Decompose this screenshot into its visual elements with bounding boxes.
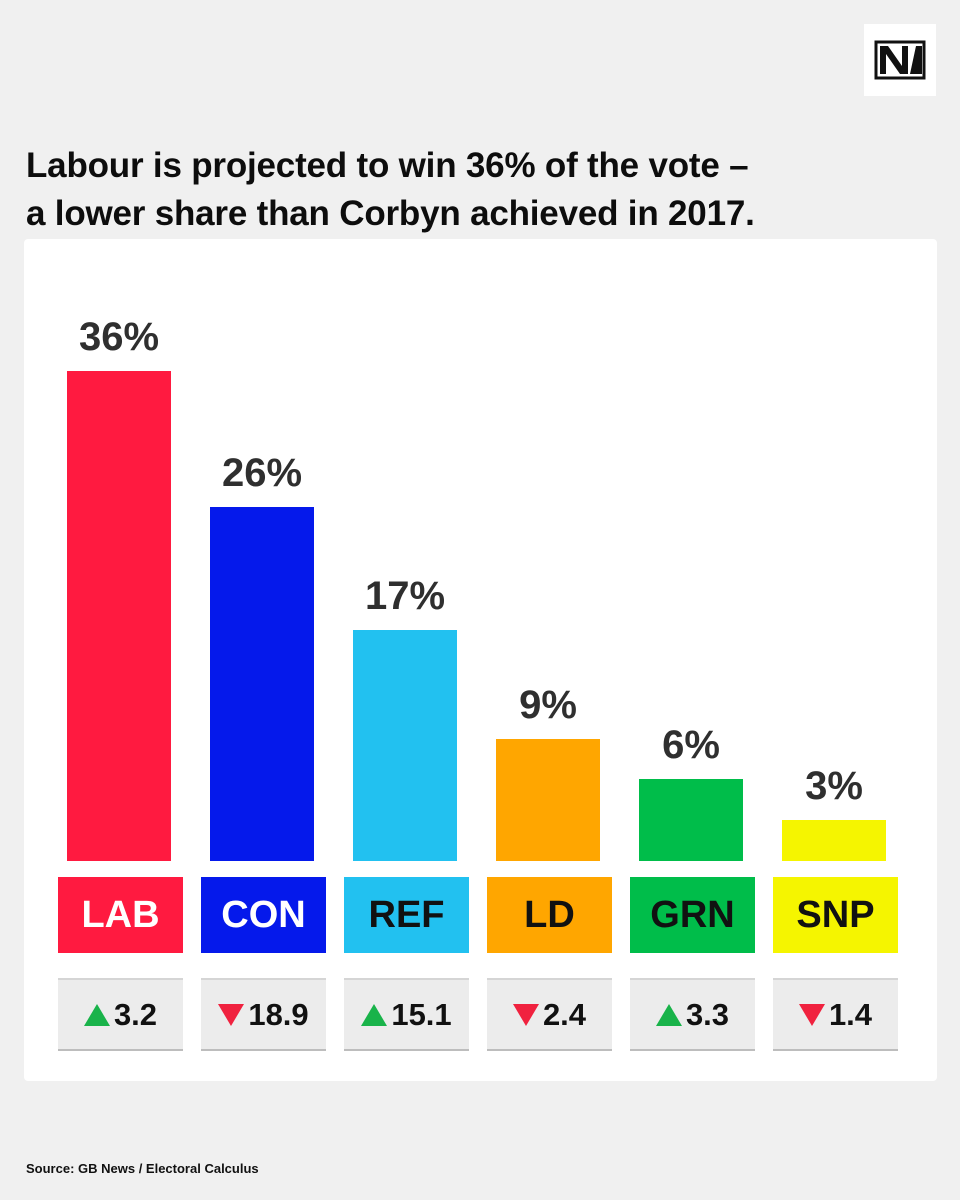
value-label-lab: 36% [78,315,160,360]
party-label-ref: REF [344,877,469,953]
triangle-up-icon [655,1003,682,1026]
value-label-ld: 9% [519,682,577,727]
triangle-up-icon [361,1003,388,1026]
source-note: Source: GB News / Electoral Calculus [26,1161,259,1176]
party-label-grn: GRN [630,877,755,953]
party-label-lab: LAB [58,877,183,953]
nm-logo [864,24,936,96]
party-label-snp: SNP [773,877,898,953]
triangle-down-icon [512,1003,539,1026]
bar-ld [496,738,600,861]
bar-lab [67,371,171,861]
change-box-ref: 15.1 [344,978,469,1051]
value-label-ref: 17% [364,573,446,618]
bar-snp [782,820,886,861]
nm-logo-icon [874,40,926,80]
triangle-up-icon [83,1003,110,1026]
change-value-grn: 3.3 [685,996,730,1032]
triangle-down-icon [218,1003,245,1026]
value-label-grn: 6% [662,723,720,768]
change-box-snp: 1.4 [773,978,898,1051]
change-box-ld: 2.4 [487,978,612,1051]
bar-con [210,507,314,861]
title-line-1: Labour is projected to win 36% of the vo… [26,146,749,185]
change-box-lab: 3.2 [58,978,183,1051]
change-value-con: 18.9 [248,996,309,1032]
change-box-con: 18.9 [201,978,326,1051]
title-line-2: a lower share than Corbyn achieved in 20… [26,194,755,233]
bar-ref [353,629,457,861]
bar-grn [639,779,743,861]
chart-card: 36% LAB 3.2 26% CON 18.9 17% REF 15.1 9% LD 2.4 6% GR… [24,239,937,1081]
party-label-con: CON [201,877,326,953]
change-value-ld: 2.4 [542,996,587,1032]
triangle-down-icon [798,1003,825,1026]
change-box-grn: 3.3 [630,978,755,1051]
value-label-con: 26% [221,451,303,496]
change-value-lab: 3.2 [113,996,158,1032]
value-label-snp: 3% [805,764,863,809]
change-value-snp: 1.4 [828,996,873,1032]
change-value-ref: 15.1 [391,996,452,1032]
party-label-ld: LD [487,877,612,953]
chart-title: Labour is projected to win 36% of the vo… [26,142,926,238]
